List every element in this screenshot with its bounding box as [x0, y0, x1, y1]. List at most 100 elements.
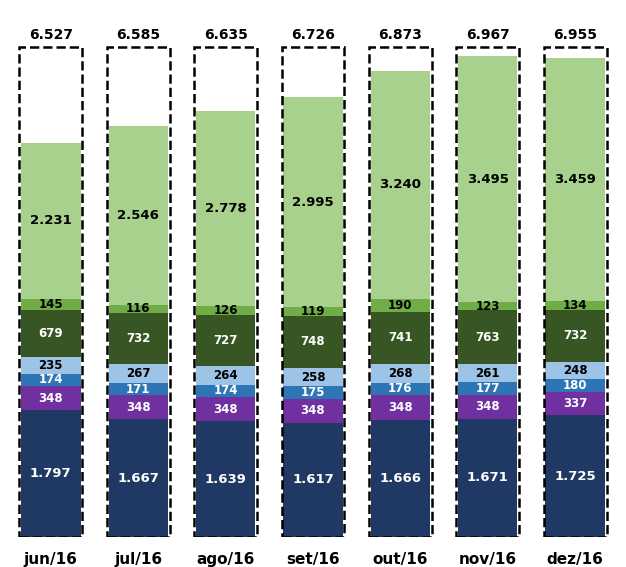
- Bar: [284, 316, 342, 368]
- Text: 119: 119: [300, 305, 326, 318]
- Text: 1.667: 1.667: [117, 472, 159, 485]
- Bar: [545, 392, 605, 416]
- Bar: [21, 143, 81, 299]
- Bar: [196, 315, 255, 366]
- Text: 2.995: 2.995: [292, 196, 334, 209]
- Text: 348: 348: [300, 404, 326, 417]
- Text: 679: 679: [39, 327, 63, 340]
- Text: 267: 267: [126, 367, 150, 380]
- Text: 6.527: 6.527: [29, 28, 73, 43]
- Bar: [545, 379, 605, 392]
- Bar: [545, 362, 605, 379]
- Bar: [458, 419, 518, 536]
- Bar: [196, 111, 255, 306]
- Bar: [545, 416, 605, 536]
- Bar: [371, 312, 430, 364]
- Text: 264: 264: [213, 369, 238, 382]
- Bar: [545, 310, 605, 362]
- Text: 126: 126: [213, 304, 238, 318]
- Text: 1.797: 1.797: [30, 467, 71, 480]
- Bar: [284, 307, 342, 316]
- Bar: [371, 71, 430, 299]
- Text: ago/16: ago/16: [197, 552, 255, 567]
- Bar: [371, 420, 430, 536]
- Bar: [284, 368, 342, 386]
- Bar: [108, 304, 168, 313]
- Text: 1.666: 1.666: [379, 472, 421, 485]
- Text: 174: 174: [213, 384, 238, 397]
- Text: 6.585: 6.585: [116, 28, 160, 43]
- Bar: [458, 56, 518, 302]
- Text: 145: 145: [39, 298, 63, 311]
- Text: 6.635: 6.635: [203, 28, 247, 43]
- Text: 1.671: 1.671: [467, 471, 509, 484]
- Text: 6.967: 6.967: [466, 28, 510, 43]
- Text: 180: 180: [563, 379, 587, 392]
- Text: 116: 116: [126, 302, 150, 315]
- Text: 171: 171: [126, 383, 150, 396]
- Bar: [284, 423, 342, 536]
- Text: 748: 748: [300, 336, 326, 348]
- Text: 6.955: 6.955: [553, 28, 597, 43]
- Text: 1.639: 1.639: [205, 472, 247, 485]
- Bar: [196, 366, 255, 385]
- Bar: [21, 310, 81, 357]
- Text: set/16: set/16: [286, 552, 340, 567]
- Text: 337: 337: [563, 397, 587, 410]
- Text: 174: 174: [39, 373, 63, 386]
- Text: 2.231: 2.231: [30, 214, 72, 227]
- Bar: [108, 395, 168, 420]
- Bar: [21, 374, 81, 386]
- Text: 348: 348: [39, 392, 63, 405]
- Bar: [196, 421, 255, 536]
- Text: 123: 123: [476, 299, 500, 312]
- Bar: [196, 397, 255, 421]
- Text: 248: 248: [563, 364, 587, 377]
- Text: 177: 177: [476, 382, 500, 395]
- Bar: [458, 302, 518, 310]
- Text: 763: 763: [476, 331, 500, 344]
- Bar: [21, 411, 81, 536]
- Text: 134: 134: [563, 299, 587, 312]
- Text: 741: 741: [388, 332, 413, 344]
- Bar: [458, 382, 518, 395]
- Text: 732: 732: [126, 332, 150, 345]
- Text: 3.459: 3.459: [554, 173, 596, 186]
- Bar: [458, 395, 518, 419]
- Text: out/16: out/16: [372, 552, 428, 567]
- Text: 727: 727: [213, 334, 238, 347]
- Bar: [284, 386, 342, 399]
- Text: 176: 176: [388, 383, 413, 395]
- Bar: [108, 383, 168, 395]
- Bar: [371, 299, 430, 312]
- Bar: [458, 364, 518, 382]
- Text: 258: 258: [300, 371, 326, 384]
- Text: 235: 235: [39, 359, 63, 372]
- Bar: [371, 364, 430, 383]
- Text: 175: 175: [300, 386, 326, 399]
- Bar: [545, 58, 605, 301]
- Text: dez/16: dez/16: [546, 552, 603, 567]
- Text: 3.495: 3.495: [467, 172, 509, 185]
- Text: jun/16: jun/16: [24, 552, 78, 567]
- Bar: [108, 364, 168, 383]
- Bar: [196, 306, 255, 315]
- Text: 268: 268: [388, 367, 413, 380]
- Bar: [108, 313, 168, 364]
- Text: 261: 261: [476, 367, 500, 380]
- Text: 348: 348: [213, 403, 238, 416]
- Bar: [108, 420, 168, 536]
- Text: 6.873: 6.873: [379, 28, 423, 43]
- Bar: [458, 310, 518, 364]
- Bar: [545, 301, 605, 310]
- Text: 732: 732: [563, 329, 587, 342]
- Bar: [371, 383, 430, 395]
- Bar: [196, 385, 255, 397]
- Text: 1.725: 1.725: [555, 469, 596, 483]
- Bar: [21, 357, 81, 374]
- Bar: [21, 299, 81, 310]
- Text: 348: 348: [388, 401, 413, 414]
- Text: 6.726: 6.726: [291, 28, 335, 43]
- Text: 2.546: 2.546: [117, 209, 159, 222]
- Text: 348: 348: [476, 400, 500, 413]
